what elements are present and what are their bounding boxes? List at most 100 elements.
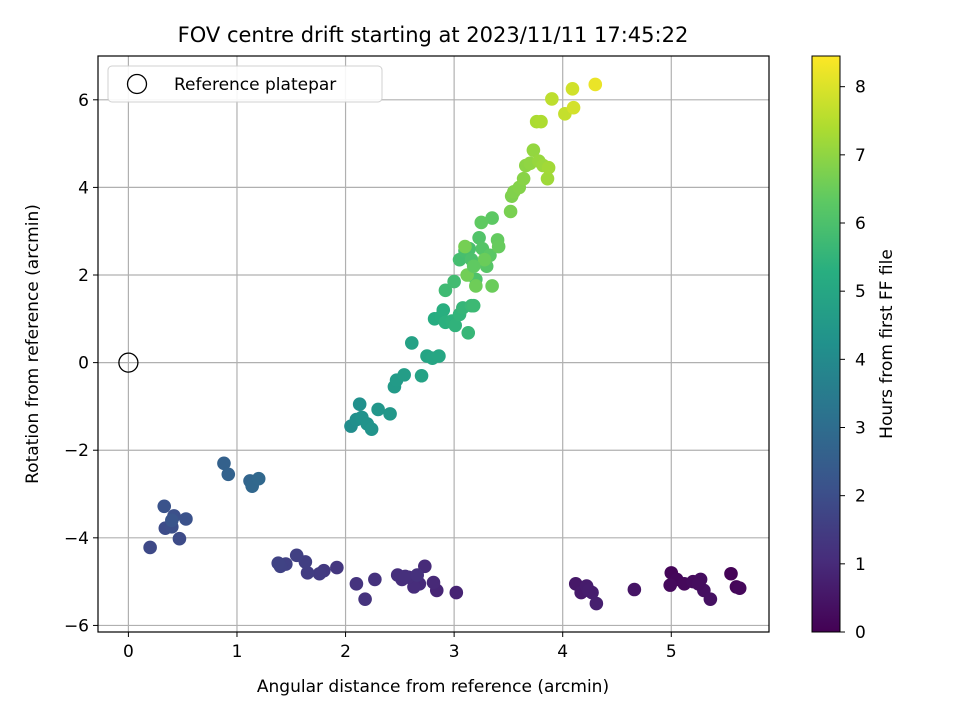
y-axis-ticks: −6 −4 −2 0 2 4 6	[64, 91, 98, 636]
data-point	[724, 566, 738, 581]
data-point	[540, 171, 555, 186]
x-axis-ticks: 0 1 2 3 4 5	[123, 632, 677, 662]
data-point	[436, 303, 451, 317]
y-tick-label: 4	[78, 178, 89, 198]
grid-lines	[98, 56, 769, 632]
data-point	[447, 274, 461, 289]
data-point	[349, 577, 364, 591]
data-point	[732, 581, 747, 595]
legend-reference-marker	[126, 73, 148, 95]
data-point	[312, 566, 327, 581]
colorbar-tick-label: 3	[855, 419, 866, 439]
data-point	[448, 318, 463, 333]
x-tick-label: 3	[449, 642, 460, 662]
data-point	[545, 92, 559, 106]
colorbar-tick-label: 6	[855, 214, 866, 234]
data-point	[217, 456, 231, 471]
data-point	[438, 283, 453, 298]
x-tick-label: 1	[232, 642, 243, 662]
data-point	[143, 540, 157, 555]
data-point	[485, 211, 499, 225]
colorbar-ticks: 0 1 2 3 4 5 6 7 8	[840, 78, 866, 643]
data-point	[516, 171, 531, 186]
data-point	[426, 575, 441, 590]
legend-box	[107, 65, 383, 103]
data-point	[251, 471, 266, 486]
data-point	[458, 239, 472, 254]
data-point	[565, 82, 580, 96]
chart-title: FOV centre drift starting at 2023/11/11 …	[178, 23, 689, 47]
data-point	[368, 572, 382, 587]
colorbar-label: Hours from first FF file	[877, 249, 897, 439]
data-point	[418, 559, 432, 574]
data-point	[581, 583, 596, 598]
data-point	[165, 513, 179, 528]
colorbar-tick-label: 5	[855, 282, 866, 302]
data-point	[221, 467, 236, 482]
data-point	[300, 566, 315, 580]
colorbar	[811, 55, 841, 633]
data-point	[172, 531, 187, 546]
data-point	[371, 402, 385, 417]
data-point	[397, 368, 411, 382]
data-point	[477, 252, 492, 267]
data-point	[534, 114, 548, 129]
data-point	[466, 259, 481, 274]
colorbar-tick-label: 7	[855, 146, 866, 166]
data-point	[271, 556, 286, 571]
x-tick-label: 4	[557, 642, 568, 662]
y-tick-label: −2	[64, 441, 89, 461]
data-point	[588, 77, 603, 92]
data-point	[179, 512, 193, 526]
data-point	[703, 592, 718, 606]
plot-area-frame	[97, 55, 770, 633]
data-point	[157, 499, 172, 514]
data-point	[383, 407, 397, 421]
y-tick-label: 0	[78, 354, 89, 374]
x-axis-label: Angular distance from reference (arcmin)	[257, 677, 609, 697]
data-point	[503, 204, 518, 219]
reference-marker-group	[118, 352, 139, 373]
data-point	[485, 279, 499, 293]
y-tick-label: −4	[64, 529, 89, 549]
data-point	[691, 577, 706, 591]
colorbar-tick-label: 4	[855, 350, 866, 370]
y-axis-label: Rotation from reference (arcmin)	[23, 204, 43, 484]
x-tick-label: 0	[123, 642, 134, 662]
legend-entry-label: Reference platepar	[174, 75, 336, 95]
data-point	[432, 349, 446, 363]
data-point	[491, 239, 506, 254]
data-point	[469, 279, 483, 293]
data-point	[541, 160, 556, 175]
x-tick-label: 2	[340, 642, 351, 662]
data-point	[289, 548, 304, 563]
x-tick-label: 5	[666, 642, 677, 662]
data-points	[143, 77, 747, 611]
data-point	[474, 215, 489, 230]
data-point	[410, 568, 425, 582]
y-tick-label: 6	[78, 91, 89, 111]
data-point	[414, 368, 429, 383]
data-point	[449, 585, 464, 600]
data-point	[330, 560, 344, 575]
data-point	[627, 582, 642, 597]
data-point	[358, 592, 372, 606]
data-point	[352, 397, 367, 412]
data-point	[526, 143, 541, 157]
data-point	[461, 326, 476, 340]
y-tick-label: −6	[64, 616, 89, 636]
colorbar-tick-label: 2	[855, 487, 866, 507]
data-point	[472, 230, 486, 245]
data-point	[589, 596, 604, 611]
data-point	[364, 422, 379, 436]
colorbar-tick-label: 8	[855, 78, 866, 98]
data-point	[404, 336, 419, 350]
reference-platepar-marker	[118, 352, 139, 373]
legend: Reference platepar	[107, 65, 383, 103]
data-point	[398, 569, 413, 584]
colorbar-tick-label: 1	[855, 555, 866, 575]
data-point	[663, 578, 677, 592]
data-point	[466, 298, 481, 313]
colorbar-tick-label: 0	[855, 623, 866, 643]
